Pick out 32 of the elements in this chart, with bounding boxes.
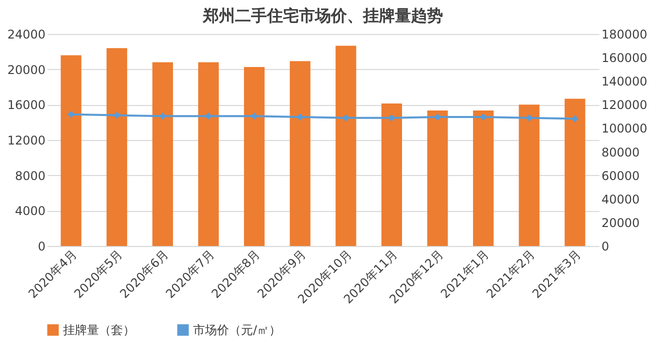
- y2-tick-label: 140000: [602, 74, 648, 89]
- y2-tick-label: 100000: [602, 122, 648, 136]
- y-tick-label: 8000: [14, 168, 46, 183]
- bar: [473, 110, 494, 246]
- y2-tick-label: 20000: [602, 216, 640, 230]
- y2-tick-label: 0: [602, 240, 610, 254]
- bar: [290, 61, 310, 246]
- bar: [152, 62, 173, 246]
- bar: [198, 62, 219, 246]
- legend-label: 挂牌量（套）: [63, 323, 135, 337]
- bar: [60, 55, 82, 246]
- y2-tick-label: 180000: [602, 28, 648, 42]
- y2-tick-label: 80000: [602, 145, 640, 160]
- bar: [427, 110, 448, 246]
- bar: [106, 48, 128, 246]
- y2-tick-label: 60000: [602, 168, 640, 183]
- y-tick-label: 20000: [7, 62, 46, 77]
- y-tick-label: 24000: [7, 28, 46, 42]
- y-tick-label: 0: [38, 240, 46, 254]
- y2-tick-label: 120000: [602, 98, 648, 112]
- y-tick-label: 4000: [14, 204, 46, 218]
- bar: [518, 104, 540, 246]
- bar: [336, 46, 356, 246]
- bar: [564, 98, 586, 246]
- legend-label: 市场价（元/㎡）: [193, 323, 282, 337]
- y2-tick-label: 40000: [602, 192, 640, 206]
- bar: [244, 66, 265, 246]
- bar: [381, 103, 402, 246]
- y-tick-label: 16000: [7, 98, 46, 112]
- chart-title: 郑州二手住宅市场价、挂牌量趋势: [202, 6, 443, 25]
- y2-tick-label: 160000: [602, 51, 648, 66]
- y-tick-label: 12000: [7, 134, 46, 148]
